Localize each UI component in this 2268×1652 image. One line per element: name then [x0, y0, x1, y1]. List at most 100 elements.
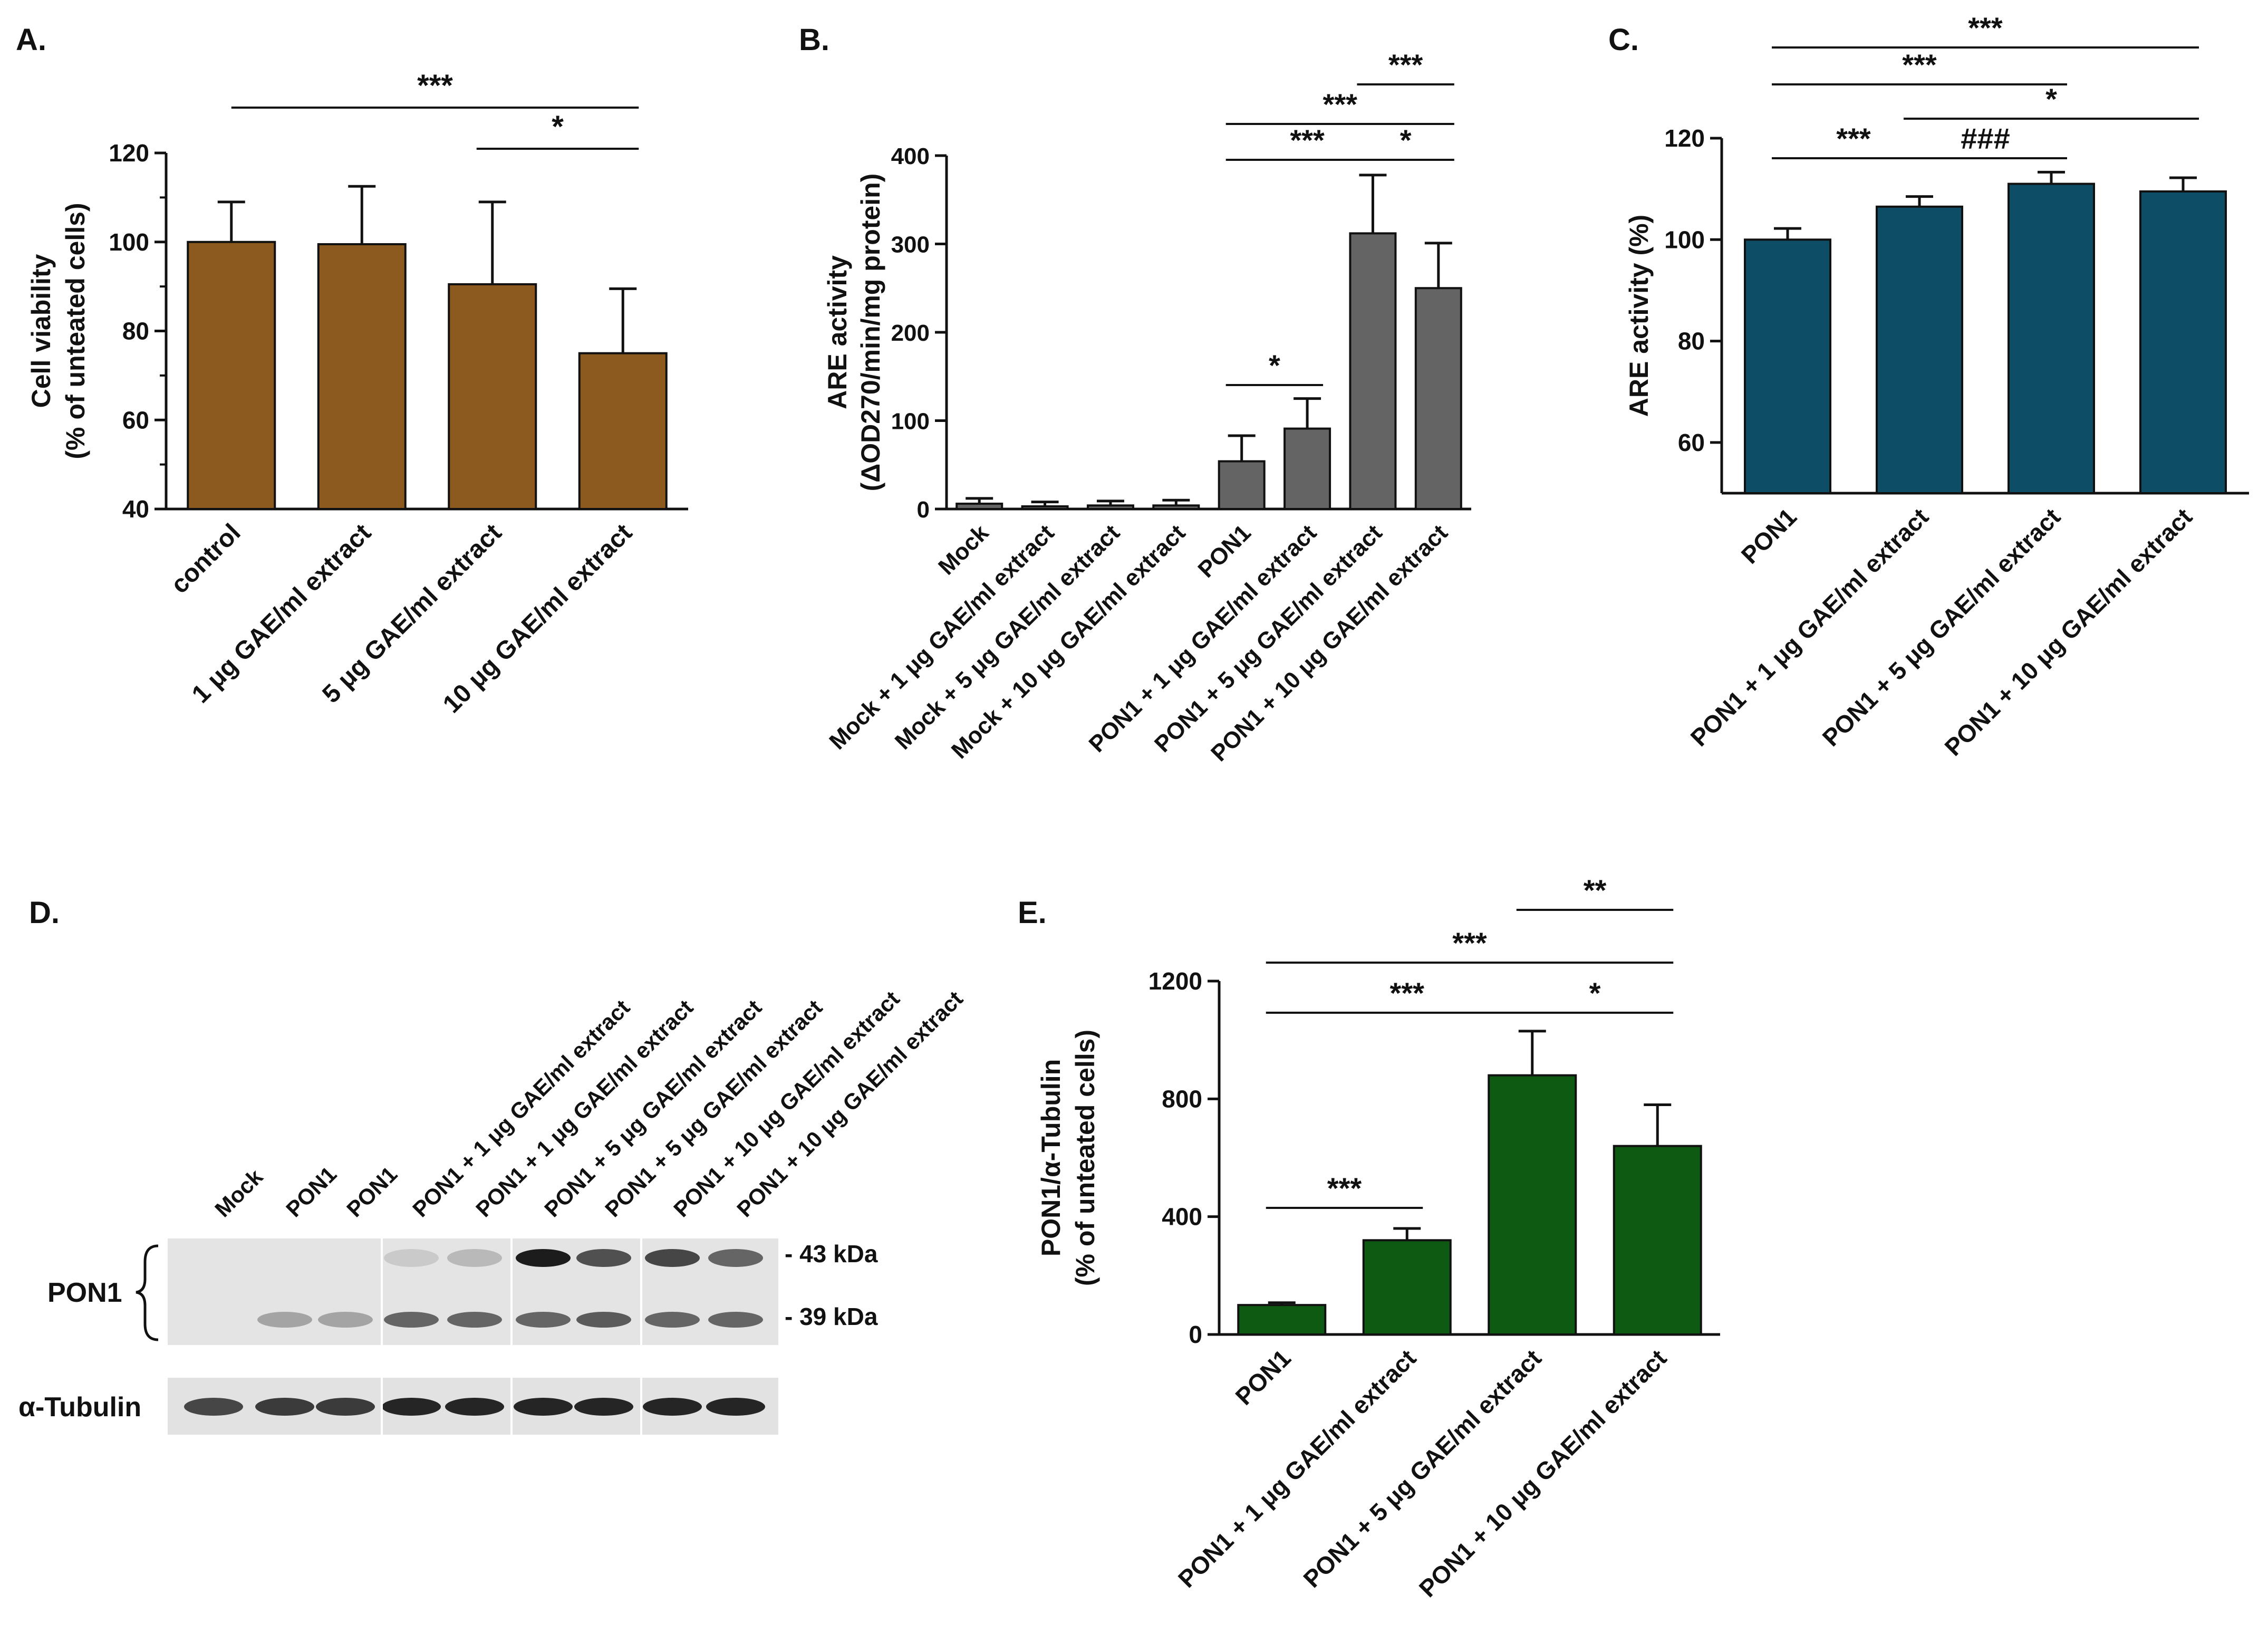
- y-tick-label: 100: [1664, 226, 1705, 253]
- y-tick-label: 120: [109, 139, 149, 167]
- y-tick-label: 1200: [1149, 967, 1202, 995]
- panel-letter-a: A.: [16, 23, 46, 57]
- blot-band-39kda: [576, 1312, 631, 1328]
- blot-lane-label: PON1: [342, 1161, 402, 1222]
- bar: [1414, 287, 1462, 510]
- bar: [956, 502, 1003, 511]
- blot-band-43kda: [447, 1249, 502, 1267]
- y-axis-label: (ΔOD270/min/mg protein): [856, 174, 885, 492]
- blot-row-label-pon1: PON1: [47, 1278, 122, 1308]
- blot-band-43kda: [576, 1249, 631, 1267]
- blot-marker-39kda: - 39 kDa: [785, 1303, 878, 1330]
- blot-band-39kda: [257, 1312, 312, 1328]
- western-blot: Mock PON1 PON1 PON1 + 1 μg GAE/ml extractPO…: [18, 986, 968, 1435]
- blot-band-tubulin: [316, 1398, 375, 1416]
- significance-label: ***: [1452, 926, 1487, 959]
- bar: [1237, 1304, 1327, 1336]
- chart-e: 0 400 800 1200 PON1/α-Tubulin (% of unteated …: [1036, 873, 1720, 1602]
- y-tick-label: 100: [109, 228, 149, 256]
- blot-band-tubulin: [382, 1398, 441, 1416]
- bar: [1283, 427, 1331, 511]
- bar: [1218, 460, 1266, 510]
- y-tick-label: 60: [122, 406, 149, 434]
- significance-label: ***: [1902, 48, 1937, 81]
- significance-label: *: [2045, 82, 2057, 116]
- blot-lane-label: PON1 + 10 μg GAE/ml extract: [732, 986, 968, 1222]
- y-tick-label: 0: [917, 497, 930, 523]
- blot-band-tubulin: [643, 1398, 702, 1416]
- bar: [578, 352, 668, 510]
- bar: [2139, 190, 2227, 494]
- significance-label: **: [1584, 873, 1607, 907]
- x-tick-label: PON1: [1193, 520, 1256, 582]
- blot-band-39kda: [447, 1312, 502, 1328]
- y-axis-label: (% of unteated cells): [61, 203, 90, 459]
- significance-label: ***: [1390, 976, 1425, 1010]
- blot-band-tubulin: [445, 1398, 504, 1416]
- significance-label: *: [1400, 123, 1412, 157]
- blot-band-39kda: [384, 1312, 439, 1328]
- panel-letter-e: E.: [1018, 896, 1047, 930]
- blot-band-39kda: [318, 1312, 373, 1328]
- bar: [1349, 232, 1397, 510]
- x-tick-label: PON1 + 10 μg GAE/ml extract: [1939, 503, 2197, 761]
- chart-b: 0 100 200 300 400 ARE activity (ΔOD270/min/mg …: [823, 48, 1471, 766]
- bar: [1744, 238, 1831, 494]
- bar: [1362, 1239, 1452, 1336]
- x-tick-label: PON1 + 5 μg GAE/ml extract: [1817, 503, 2066, 752]
- blot-row-label-tubulin: α-Tubulin: [18, 1392, 141, 1423]
- significance-label: ***: [1836, 122, 1871, 155]
- blot-lane-labels: Mock PON1 PON1 PON1 + 1 μg GAE/ml extractPO…: [210, 986, 968, 1222]
- significance-label: *: [1589, 976, 1601, 1010]
- x-tick-label: Mock: [933, 520, 994, 580]
- blot-band-tubulin: [514, 1398, 573, 1416]
- bar: [1876, 205, 1963, 494]
- x-tick-label: Mock + 10 μg GAE/ml extract: [947, 520, 1191, 764]
- x-tick-label: PON1 + 1 μg GAE/ml extract: [1685, 503, 1934, 752]
- blot-band-43kda: [708, 1249, 763, 1267]
- x-tick-label: PON1: [1230, 1344, 1296, 1410]
- blot-band-43kda: [516, 1249, 571, 1267]
- y-tick-label: 120: [1664, 124, 1705, 152]
- significance-label: ***: [1388, 48, 1423, 81]
- blot-lane-label: PON1: [281, 1161, 341, 1222]
- bar: [448, 283, 537, 510]
- y-tick-label: 60: [1678, 429, 1705, 456]
- y-tick-label: 80: [122, 318, 149, 345]
- blot-bands: [184, 1249, 765, 1416]
- bar: [2008, 183, 2095, 494]
- significance-label: ***: [1327, 1171, 1362, 1205]
- x-tick-label: PON1 + 10 μg GAE/ml extract: [1414, 1344, 1672, 1602]
- blot-band-43kda: [645, 1249, 700, 1267]
- bar: [317, 243, 407, 510]
- blot-band-tubulin: [255, 1398, 314, 1416]
- significance-label: ###: [1961, 122, 2010, 155]
- blot-band-39kda: [708, 1312, 763, 1328]
- chart-a: 40 60 80 100 120 Cell viability (% of unteated…: [26, 69, 688, 718]
- y-axis-label: Cell viability: [26, 254, 56, 408]
- panel-letter-c: C.: [1608, 23, 1639, 57]
- y-tick-label: 300: [891, 232, 930, 258]
- y-tick-label: 100: [891, 409, 930, 435]
- y-tick-label: 80: [1678, 328, 1705, 355]
- bar: [1152, 504, 1200, 510]
- y-tick-label: 800: [1162, 1085, 1202, 1112]
- blot-lane-label: Mock: [210, 1164, 268, 1222]
- y-axis-label: PON1/α-Tubulin: [1036, 1059, 1066, 1256]
- significance-label: *: [1269, 349, 1280, 382]
- blot-band-43kda: [384, 1249, 439, 1267]
- significance-label: ***: [1968, 11, 2003, 44]
- bar: [187, 241, 276, 510]
- y-axis-label: ARE activity: [823, 255, 852, 409]
- x-tick-label: PON1 + 10 μg GAE/ml extract: [1206, 520, 1453, 766]
- panel-letter-d: D.: [29, 896, 60, 930]
- bar: [1613, 1145, 1702, 1336]
- blot-band-39kda: [516, 1312, 571, 1328]
- significance-label: ***: [417, 69, 453, 103]
- x-tick-label: PON1: [1736, 503, 1802, 569]
- y-tick-label: 400: [1162, 1203, 1202, 1231]
- y-axis-label: (% of unteated cells): [1070, 1030, 1100, 1286]
- blot-bracket: [136, 1244, 159, 1341]
- significance-label: ***: [1323, 88, 1358, 121]
- bar: [1021, 505, 1069, 510]
